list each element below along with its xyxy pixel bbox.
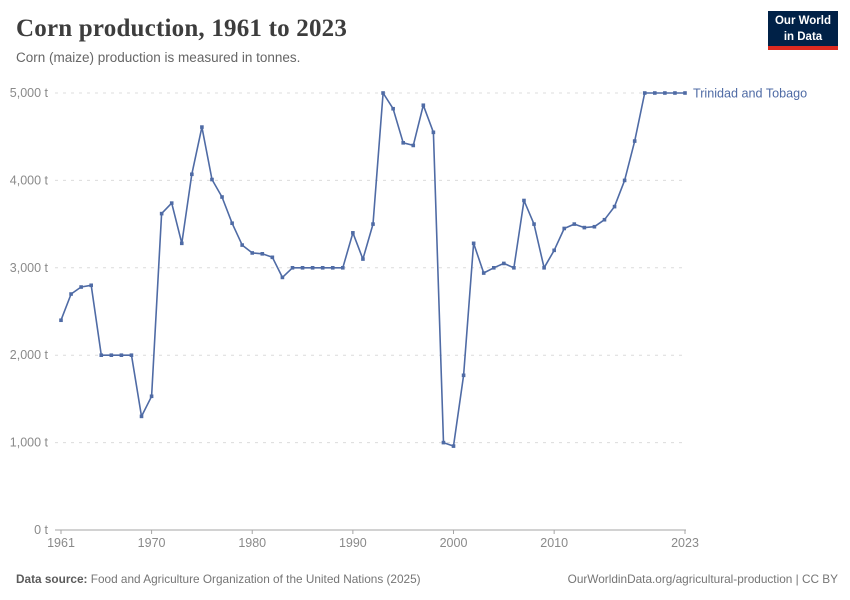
x-axis-tick-label: 2023 xyxy=(671,536,699,550)
data-point-marker[interactable] xyxy=(59,318,63,323)
data-point-marker[interactable] xyxy=(481,271,486,275)
data-point-marker[interactable] xyxy=(572,222,577,226)
data-point-marker[interactable] xyxy=(592,224,597,229)
data-point-marker[interactable] xyxy=(69,292,73,296)
data-point-marker[interactable] xyxy=(280,275,285,280)
x-axis-tick-label: 1970 xyxy=(138,536,166,550)
data-point-marker[interactable] xyxy=(512,266,516,270)
data-point-marker[interactable] xyxy=(300,266,305,270)
data-point-marker[interactable] xyxy=(200,125,204,129)
data-point-marker[interactable] xyxy=(361,257,365,261)
data-point-marker[interactable] xyxy=(431,130,436,135)
x-axis-tick-label: 1961 xyxy=(47,536,75,550)
data-point-marker[interactable] xyxy=(129,353,134,357)
data-point-marker[interactable] xyxy=(290,266,295,270)
data-point-marker[interactable] xyxy=(79,285,83,289)
series-line[interactable] xyxy=(60,92,686,447)
data-point-marker[interactable] xyxy=(471,241,476,246)
x-axis-tick-label: 1980 xyxy=(238,536,266,550)
data-point-marker[interactable] xyxy=(542,266,546,270)
x-axis-tick-label: 2000 xyxy=(440,536,468,550)
data-point-marker[interactable] xyxy=(582,225,587,230)
series-end-label[interactable]: Trinidad and Tobago xyxy=(693,87,807,101)
data-point-marker[interactable] xyxy=(391,106,395,111)
chart-footer: Data source: Food and Agriculture Organi… xyxy=(16,572,838,586)
y-gridlines: 0 t 1,000 t 2,000 t 3,000 t 4,000 t 5,000 t xyxy=(10,86,686,537)
data-point-marker[interactable] xyxy=(673,91,677,95)
data-point-marker[interactable] xyxy=(341,266,345,270)
data-point-marker[interactable] xyxy=(401,141,405,145)
data-point-marker[interactable] xyxy=(663,91,667,95)
chart-title: Corn production, 1961 to 2023 xyxy=(16,15,348,42)
data-point-marker[interactable] xyxy=(491,266,496,270)
data-point-marker[interactable] xyxy=(220,195,224,199)
data-point-marker[interactable] xyxy=(653,91,657,95)
owid-logo-line1: Our World xyxy=(774,15,831,27)
x-axis: 1961 1970 1980 1990 2000 2010 2023 xyxy=(47,529,699,550)
data-point-marker[interactable] xyxy=(351,231,355,235)
chart-subtitle: Corn (maize) production is measured in t… xyxy=(16,50,301,65)
data-point-marker[interactable] xyxy=(502,261,506,266)
owid-logo-line2: in Data xyxy=(783,30,823,43)
data-point-marker[interactable] xyxy=(602,217,607,222)
data-point-marker[interactable] xyxy=(260,252,265,256)
series-trinidad-and-tobago[interactable] xyxy=(59,91,687,448)
data-point-marker[interactable] xyxy=(642,91,647,95)
data-point-marker[interactable] xyxy=(562,226,567,231)
x-axis-tick-label: 1990 xyxy=(339,536,367,550)
data-point-marker[interactable] xyxy=(310,266,315,270)
data-point-marker[interactable] xyxy=(381,91,385,95)
data-point-marker[interactable] xyxy=(552,248,556,253)
owid-logo[interactable]: Our World in Data xyxy=(768,11,838,50)
data-point-marker[interactable] xyxy=(522,198,526,203)
data-point-marker[interactable] xyxy=(632,139,637,143)
data-point-marker[interactable] xyxy=(451,444,456,448)
y-axis-tick-label: 0 t xyxy=(34,523,48,537)
data-point-marker[interactable] xyxy=(179,241,184,246)
data-point-marker[interactable] xyxy=(320,266,325,270)
y-axis-tick-label: 4,000 t xyxy=(10,173,49,187)
data-point-marker[interactable] xyxy=(411,143,416,148)
data-point-marker[interactable] xyxy=(240,243,244,247)
data-point-marker[interactable] xyxy=(99,353,104,357)
data-point-marker[interactable] xyxy=(683,91,687,95)
y-axis-tick-label: 2,000 t xyxy=(10,348,49,362)
credit-link[interactable]: OurWorldinData.org/agricultural-producti… xyxy=(567,572,838,586)
data-point-marker[interactable] xyxy=(421,103,426,108)
data-point-marker[interactable] xyxy=(159,211,164,216)
data-point-marker[interactable] xyxy=(119,353,124,357)
data-point-marker[interactable] xyxy=(441,440,446,445)
data-point-marker[interactable] xyxy=(622,178,627,183)
x-axis-tick-label: 2010 xyxy=(540,536,568,550)
data-point-marker[interactable] xyxy=(330,266,335,270)
data-point-marker[interactable] xyxy=(89,283,93,288)
data-point-marker[interactable] xyxy=(532,222,536,226)
data-point-marker[interactable] xyxy=(250,251,255,255)
data-point-marker[interactable] xyxy=(270,255,275,260)
data-point-marker[interactable] xyxy=(139,414,144,419)
y-axis-tick-label: 1,000 t xyxy=(10,436,49,450)
data-point-marker[interactable] xyxy=(109,353,114,357)
data-point-marker[interactable] xyxy=(612,204,617,209)
data-point-marker[interactable] xyxy=(210,177,214,182)
y-axis-tick-label: 3,000 t xyxy=(10,261,49,275)
chart-header: Corn production, 1961 to 2023 Corn (maiz… xyxy=(16,14,755,65)
data-source-label: Data source: xyxy=(16,572,88,586)
y-axis-tick-label: 5,000 t xyxy=(10,86,49,100)
data-point-marker[interactable] xyxy=(230,221,234,226)
chart-canvas: 0 t 1,000 t 2,000 t 3,000 t 4,000 t 5,000 t 19… xyxy=(10,86,807,550)
data-point-marker[interactable] xyxy=(461,373,466,378)
data-point-marker[interactable] xyxy=(371,222,375,226)
data-point-marker[interactable] xyxy=(190,172,194,177)
data-source: Data source: Food and Agriculture Organi… xyxy=(16,572,421,586)
data-point-marker[interactable] xyxy=(149,394,154,399)
data-point-marker[interactable] xyxy=(169,201,174,205)
data-source-text: Food and Agriculture Organization of the… xyxy=(87,572,421,586)
